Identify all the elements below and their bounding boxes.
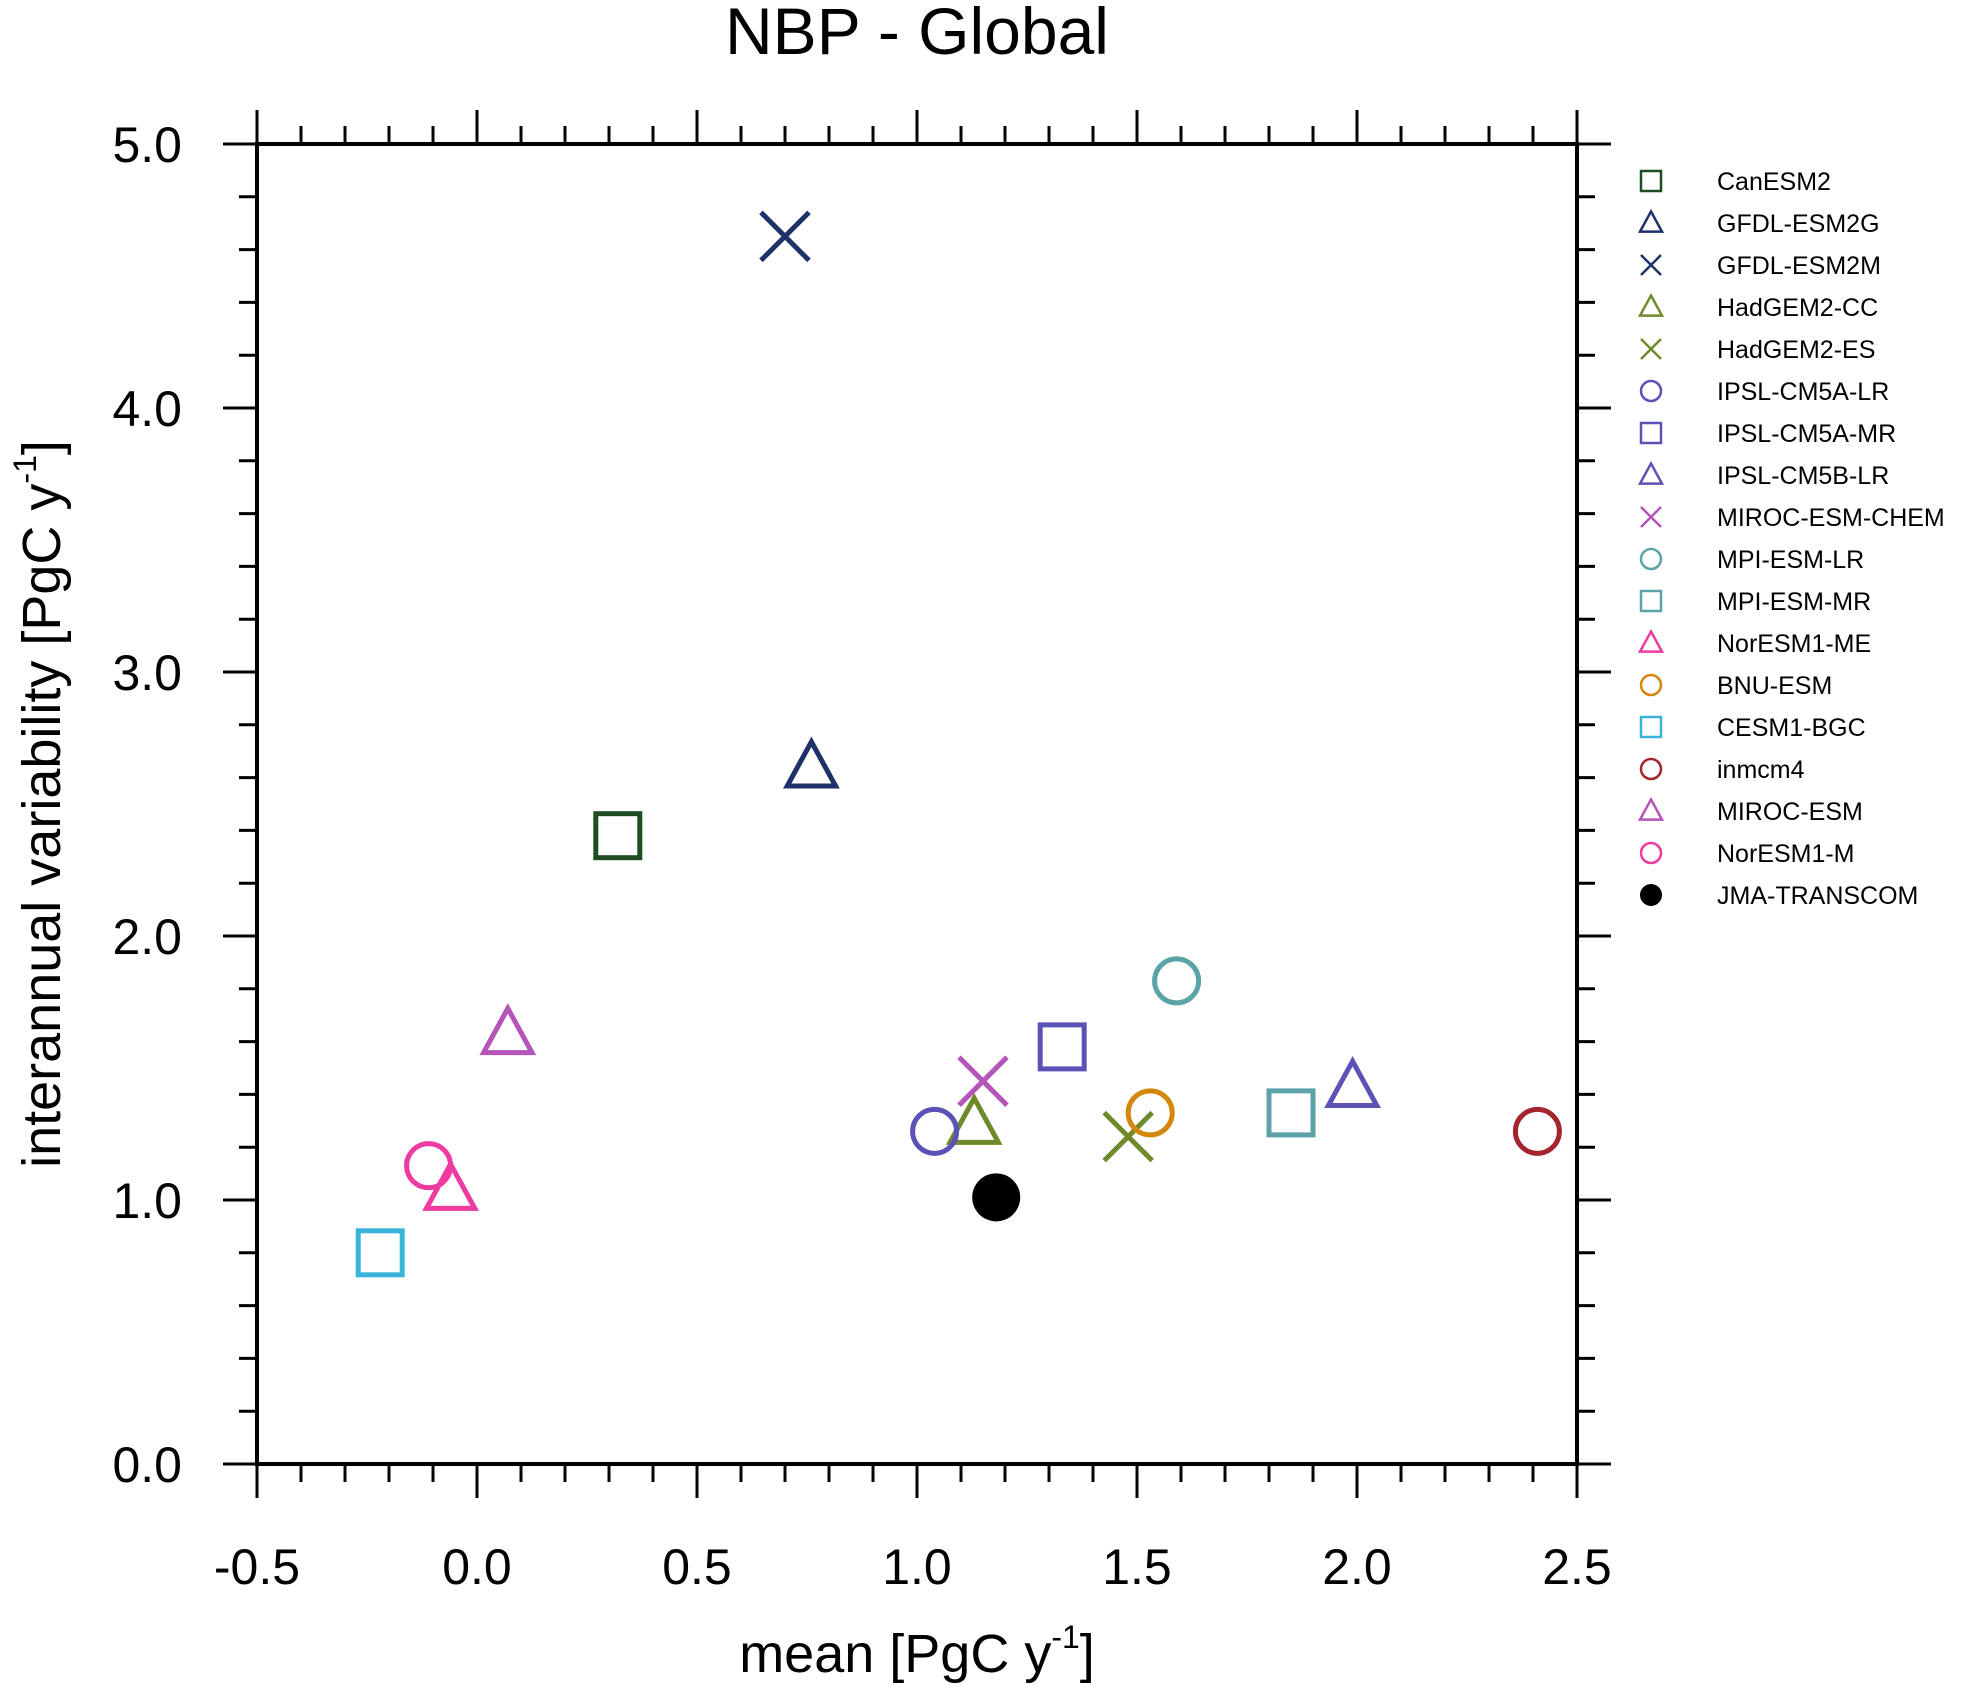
marker-noresm1-m bbox=[404, 1141, 454, 1191]
y-tick-label: 1.0 bbox=[112, 1173, 182, 1229]
y-tick-label: 4.0 bbox=[112, 381, 182, 437]
legend-label: IPSL-CM5A-LR bbox=[1717, 378, 1889, 406]
x-tick-labels: -0.5 0.0 0.5 1.0 1.5 2.0 2.5 bbox=[214, 1539, 1612, 1595]
y-tick-label: 2.0 bbox=[112, 909, 182, 965]
legend-marker bbox=[1639, 841, 1663, 865]
legend-label: MPI-ESM-LR bbox=[1717, 546, 1864, 574]
legend-marker bbox=[1639, 169, 1663, 193]
marker-mpi-esm-mr bbox=[1266, 1088, 1316, 1138]
marker-hadgem2-cc bbox=[945, 1092, 1003, 1145]
marker-bnu-esm bbox=[1125, 1088, 1175, 1138]
marker-miroc-esm-chem bbox=[957, 1055, 1009, 1107]
y-tick-label: 3.0 bbox=[112, 645, 182, 701]
legend-marker bbox=[1639, 715, 1663, 739]
marker-cesm1-bgc bbox=[355, 1228, 405, 1278]
marker-inmcm4 bbox=[1512, 1106, 1562, 1156]
marker-canesm2 bbox=[593, 811, 643, 861]
marker-gfdl-esm2g bbox=[782, 736, 840, 789]
legend-label: NorESM1-M bbox=[1717, 840, 1855, 868]
legend-label: BNU-ESM bbox=[1717, 672, 1832, 700]
legend-marker bbox=[1637, 628, 1665, 653]
legend-marker bbox=[1639, 421, 1663, 445]
legend-label: MPI-ESM-MR bbox=[1717, 588, 1871, 616]
legend-label: GFDL-ESM2G bbox=[1717, 210, 1880, 238]
legend-marker bbox=[1640, 254, 1662, 276]
legend-marker bbox=[1640, 338, 1662, 360]
x-tick-label: 2.5 bbox=[1542, 1539, 1612, 1595]
legend: CanESM2 GFDL-ESM2G GFDL-ESM2M HadGEM2-CC Had… bbox=[1637, 168, 1945, 910]
x-tick-label: 0.5 bbox=[662, 1539, 732, 1595]
legend-label: JMA-TRANSCOM bbox=[1717, 882, 1918, 910]
x-tick-label: 1.5 bbox=[1102, 1539, 1172, 1595]
x-axis-label: mean [PgC y-1] bbox=[739, 1619, 1095, 1684]
marker-ipsl-cm5b-lr bbox=[1324, 1055, 1382, 1108]
legend-marker bbox=[1637, 460, 1665, 485]
marker-jma-transcom bbox=[972, 1173, 1021, 1222]
legend-label: IPSL-CM5B-LR bbox=[1717, 462, 1889, 490]
axis-ticks bbox=[223, 110, 1611, 1498]
legend-label: GFDL-ESM2M bbox=[1717, 252, 1881, 280]
marker-gfdl-esm2m bbox=[759, 210, 811, 263]
data-markers bbox=[355, 210, 1562, 1278]
y-tick-labels: 0.0 1.0 2.0 3.0 4.0 5.0 bbox=[112, 117, 182, 1493]
legend-marker bbox=[1640, 884, 1662, 906]
legend-label: MIROC-ESM-CHEM bbox=[1717, 504, 1945, 532]
legend-label: HadGEM2-ES bbox=[1717, 336, 1875, 364]
x-tick-label: 0.0 bbox=[442, 1539, 512, 1595]
x-tick-label: 1.0 bbox=[882, 1539, 952, 1595]
legend-label: inmcm4 bbox=[1717, 756, 1805, 784]
legend-marker bbox=[1639, 757, 1663, 781]
legend-marker bbox=[1639, 547, 1663, 571]
marker-mpi-esm-lr bbox=[1152, 956, 1202, 1006]
legend-marker bbox=[1637, 292, 1665, 317]
y-axis-label: interannual variability [PgC y-1] bbox=[7, 440, 72, 1168]
marker-miroc-esm bbox=[479, 1003, 537, 1056]
legend-marker bbox=[1639, 673, 1663, 697]
chart-title: NBP - Global bbox=[725, 0, 1109, 68]
x-tick-label: 2.0 bbox=[1322, 1539, 1392, 1595]
legend-marker bbox=[1639, 589, 1663, 613]
x-tick-label: -0.5 bbox=[214, 1539, 300, 1595]
legend-marker bbox=[1637, 208, 1665, 233]
legend-label: HadGEM2-CC bbox=[1717, 294, 1878, 322]
legend-marker bbox=[1640, 506, 1662, 528]
marker-ipsl-cm5a-lr bbox=[910, 1106, 960, 1156]
plot-frame bbox=[255, 142, 1579, 1466]
legend-label: MIROC-ESM bbox=[1717, 798, 1863, 826]
legend-marker bbox=[1637, 796, 1665, 821]
y-tick-label: 0.0 bbox=[112, 1437, 182, 1493]
legend-label: IPSL-CM5A-MR bbox=[1717, 420, 1896, 448]
legend-label: NorESM1-ME bbox=[1717, 630, 1871, 658]
marker-ipsl-cm5a-mr bbox=[1037, 1022, 1087, 1072]
legend-label: CanESM2 bbox=[1717, 168, 1831, 196]
marker-hadgem2-es bbox=[1102, 1110, 1154, 1163]
y-tick-label: 5.0 bbox=[112, 117, 182, 173]
legend-marker bbox=[1639, 379, 1663, 403]
legend-label: CESM1-BGC bbox=[1717, 714, 1866, 742]
